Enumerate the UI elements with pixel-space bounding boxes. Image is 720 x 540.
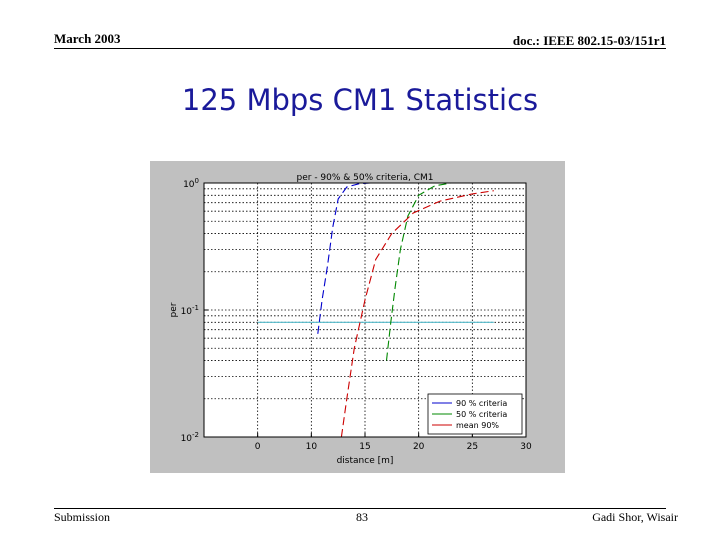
footer-divider (54, 508, 666, 509)
slide-title: 125 Mbps CM1 Statistics (181, 83, 539, 117)
x-tick-label: 20 (413, 442, 425, 452)
footer-submission: Submission (54, 510, 111, 524)
chart-svg: 0 10 15 20 25 30 100 10-1 10-2 per - 90% & 50% cr… (169, 173, 532, 466)
y-tick-label: 100 (183, 177, 199, 190)
series-line-2 (340, 190, 494, 438)
x-tick-label: 30 (520, 442, 532, 452)
legend-box (427, 393, 523, 435)
series-line-1 (385, 182, 467, 361)
legend-label-1: 50 % criteria (456, 410, 507, 419)
page-number: 83 (356, 510, 368, 524)
x-tick-label: 0 (255, 442, 261, 452)
series-line-0 (317, 182, 371, 334)
x-tick-label: 15 (359, 442, 370, 452)
header-divider (54, 48, 666, 49)
legend-label-2: mean 90% (456, 421, 499, 430)
x-tick-label: 10 (306, 442, 318, 452)
footer-author: Gadi Shor, Wisair (592, 510, 678, 524)
y-axis-label: per (169, 302, 179, 317)
legend-label-0: 90 % criteria (456, 399, 507, 408)
header-date: March 2003 (54, 31, 121, 46)
x-axis-label: distance [m] (337, 456, 394, 466)
chart-figure: 0 10 15 20 25 30 100 10-1 10-2 per - 90% & 50% cr… (150, 161, 565, 473)
header-doc-id: doc.: IEEE 802.15-03/151r1 (512, 33, 666, 48)
y-tick-label: 10-2 (181, 431, 199, 444)
chart-title: per - 90% & 50% criteria, CM1 (297, 173, 434, 183)
y-tick-label: 10-1 (181, 304, 199, 317)
x-tick-label: 25 (467, 442, 478, 452)
